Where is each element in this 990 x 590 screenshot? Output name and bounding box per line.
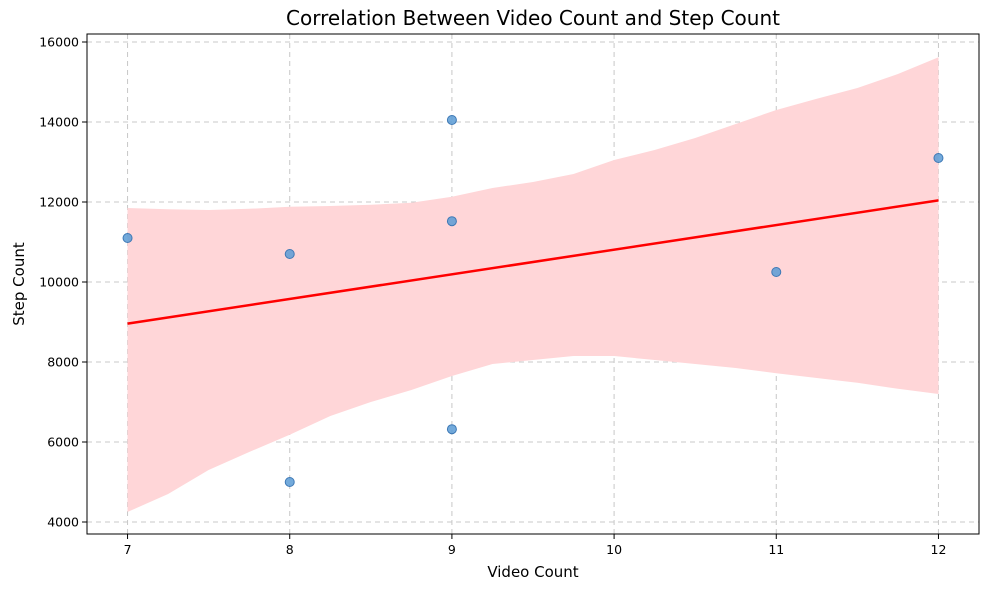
x-tick-label: 8: [286, 542, 294, 557]
x-tick-label: 10: [606, 542, 622, 557]
scatter-points-layer: [122, 115, 944, 487]
scatter-point: [933, 153, 944, 163]
confidence-band: [127, 57, 939, 512]
scatter-point: [122, 233, 133, 243]
plot-frame: [86, 33, 980, 535]
x-tick-label: 11: [768, 542, 784, 557]
y-tick-label: 16000: [39, 35, 79, 50]
y-axis-title: Step Count: [10, 242, 28, 326]
scatter-point: [284, 477, 295, 487]
scatter-point: [284, 249, 295, 259]
y-tick-label: 8000: [47, 355, 79, 370]
scatter-point: [446, 115, 457, 125]
regression-line-layer: [127, 199, 939, 325]
x-tick-label: 9: [448, 542, 456, 557]
x-tick-label: 7: [124, 542, 132, 557]
x-axis-title: Video Count: [487, 563, 578, 581]
confidence-band-layer: [127, 57, 939, 512]
chart-title: Correlation Between Video Count and Step…: [286, 6, 780, 30]
x-tick-label: 12: [931, 542, 947, 557]
y-tick-label: 14000: [39, 115, 79, 130]
regression-line: [127, 199, 939, 325]
scatter-point: [771, 267, 782, 277]
y-tick-label: 6000: [47, 435, 79, 450]
x-axis-ticks: 7 8 9 10 11 12: [124, 534, 947, 557]
scatter-point: [446, 216, 457, 227]
y-tick-label: 12000: [39, 195, 79, 210]
y-axis-ticks: 4000 6000 8000 10000 12000 14000 16000: [39, 35, 87, 530]
y-tick-label: 10000: [39, 275, 79, 290]
scatter-point: [446, 424, 457, 435]
y-tick-label: 4000: [47, 515, 79, 530]
